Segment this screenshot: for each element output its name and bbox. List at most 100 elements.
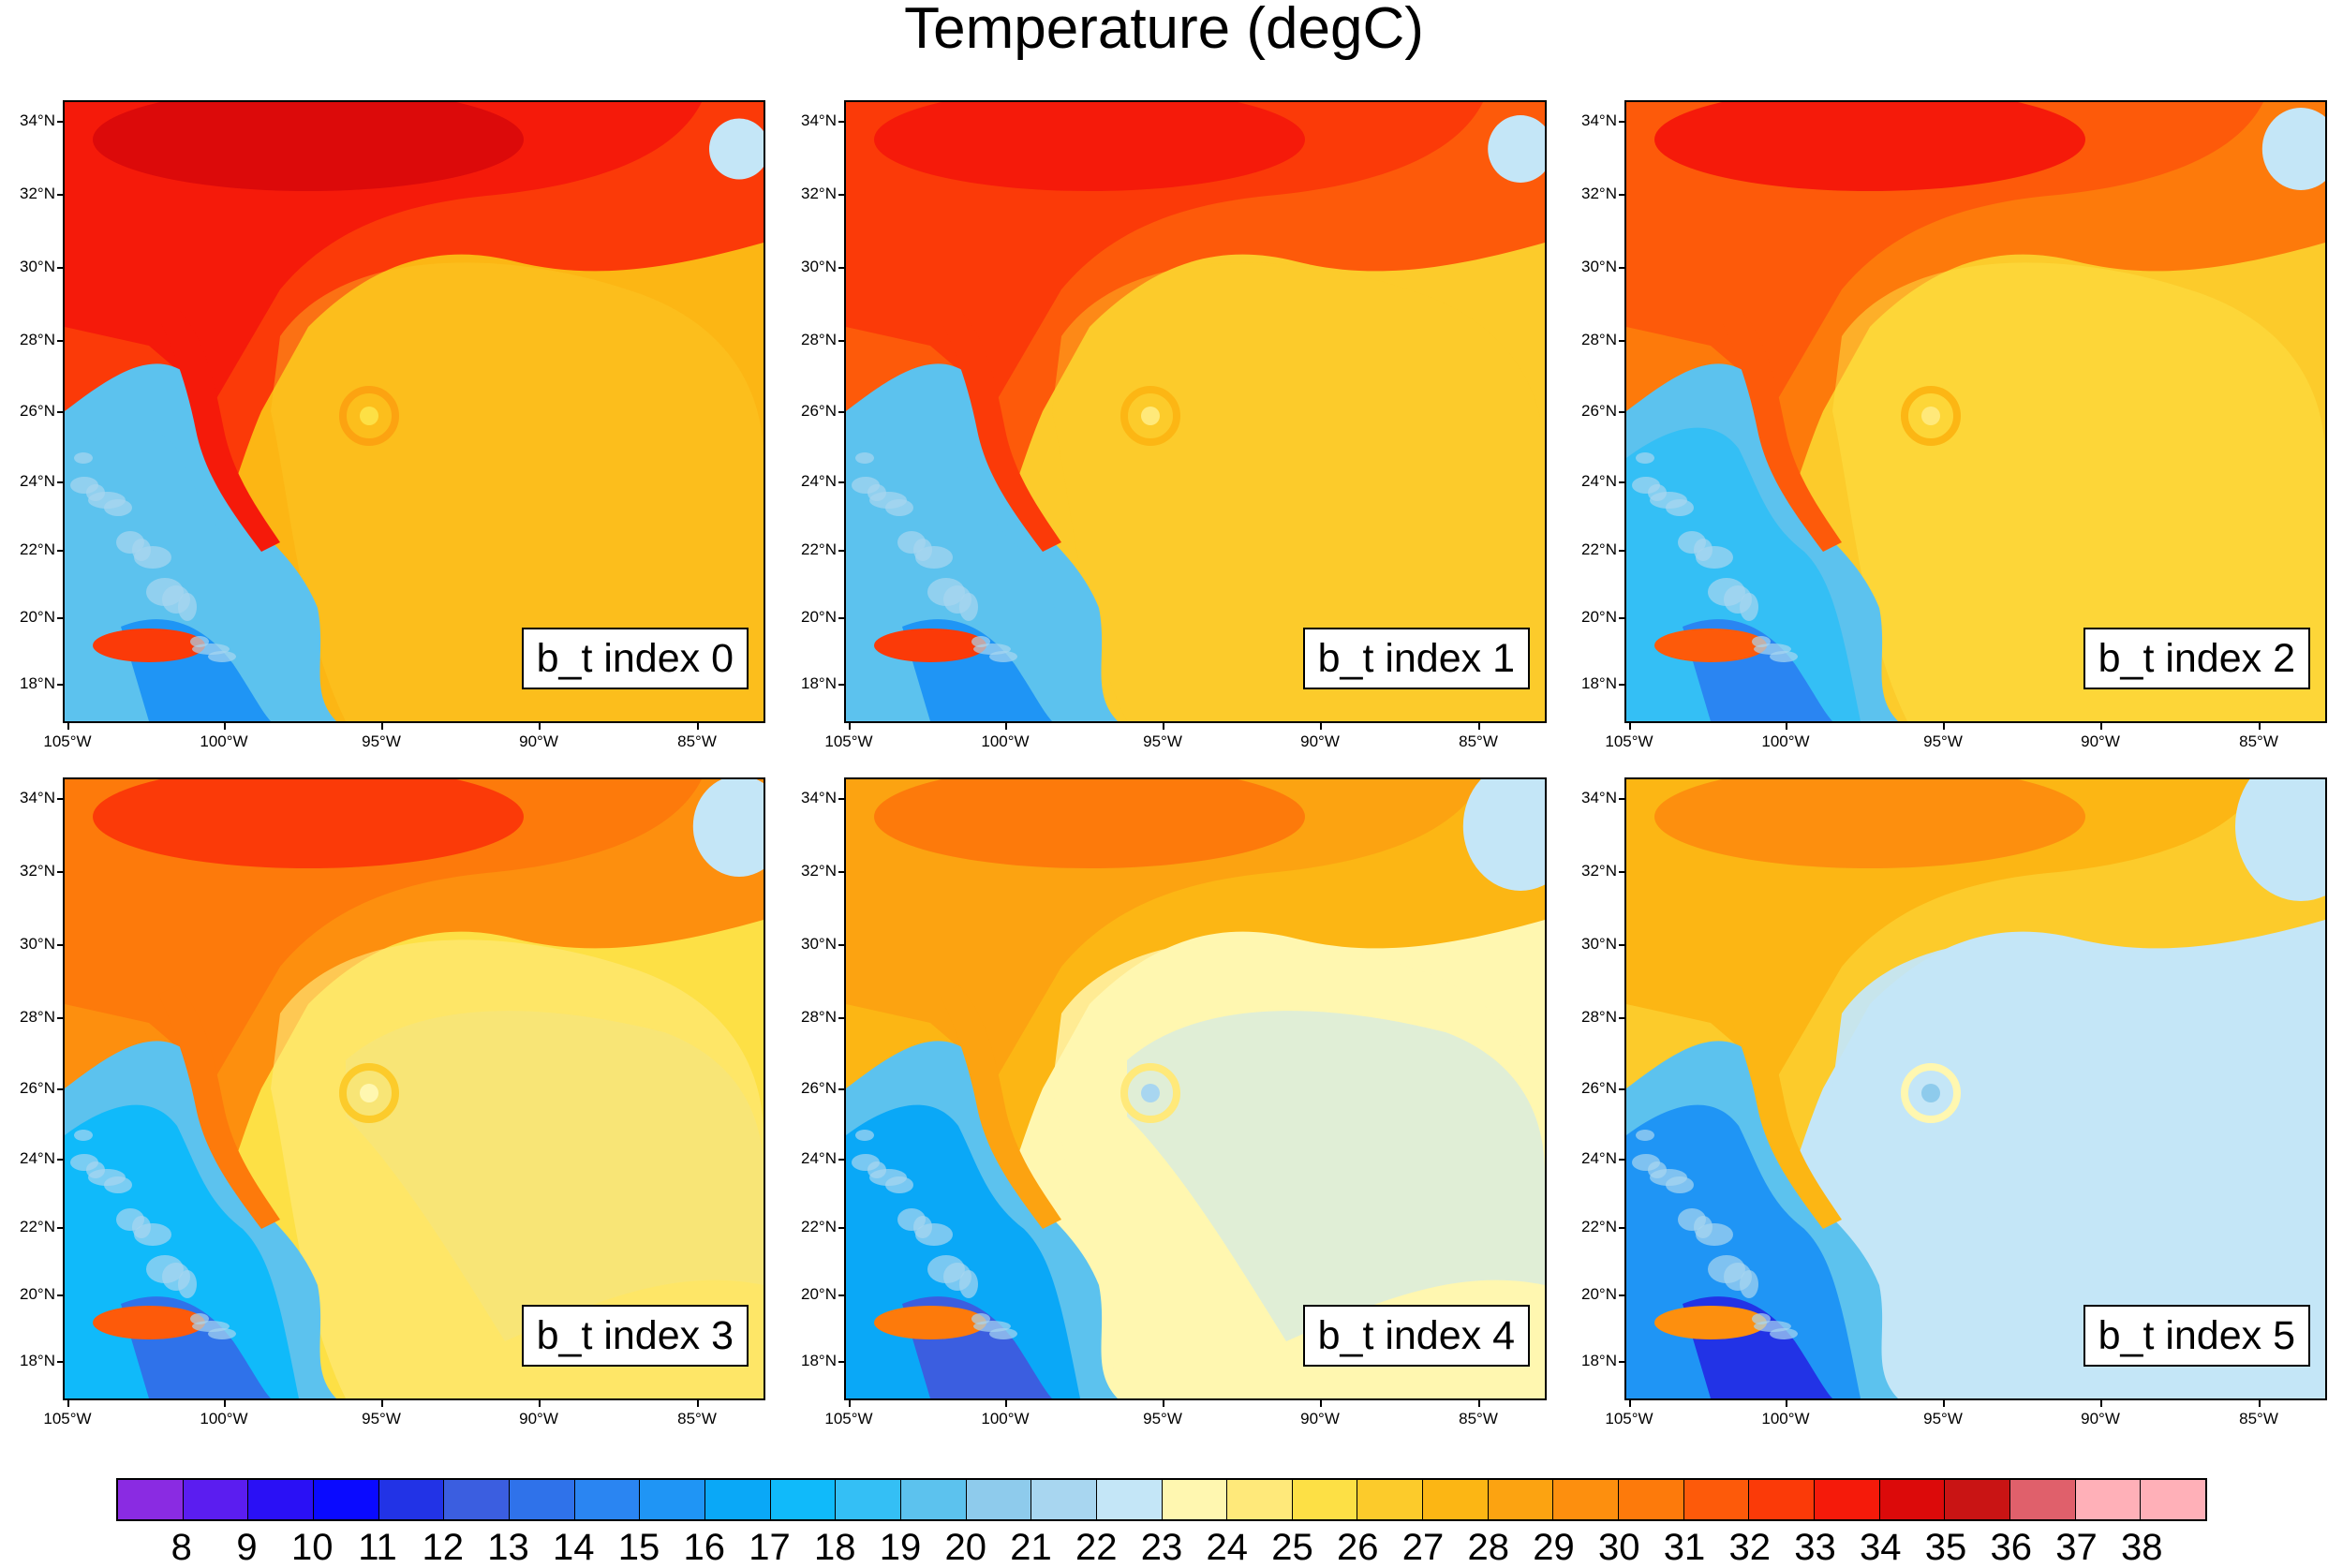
latitude-tick (838, 1088, 844, 1090)
temperature-field (846, 102, 1545, 721)
colorbar-swatch (1423, 1480, 1489, 1519)
latitude-label: 26°N (801, 1079, 837, 1097)
storm-swirl (1120, 1063, 1180, 1123)
latitude-label: 20°N (20, 1285, 55, 1303)
latitude-tick (57, 1361, 63, 1363)
colorbar-label: 17 (749, 1527, 791, 1568)
latitude-tick (1619, 871, 1624, 873)
panel-label: b_t index 4 (1302, 1305, 1530, 1367)
storm-swirl (339, 1063, 399, 1123)
latitude-label: 34°N (20, 789, 55, 806)
longitude-tick (539, 723, 541, 730)
latitude-tick (838, 194, 844, 196)
colorbar-label: 29 (1533, 1527, 1575, 1568)
latitude-label: 24°N (20, 472, 55, 490)
colorbar-label: 8 (171, 1527, 192, 1568)
storm-swirl (339, 386, 399, 446)
latitude-tick (57, 1088, 63, 1090)
latitude-label: 18°N (801, 1352, 837, 1369)
longitude-label: 85°W (677, 732, 717, 750)
colorbar-swatch (1683, 1480, 1750, 1519)
longitude-tick (67, 1400, 69, 1407)
latitude-tick (1619, 1227, 1624, 1229)
latitude-tick (57, 1294, 63, 1296)
longitude-tick (697, 1400, 699, 1407)
colorbar-label: 11 (358, 1527, 397, 1568)
colorbar-label: 25 (1271, 1527, 1313, 1568)
colorbar-swatch (1357, 1480, 1424, 1519)
colorbar-swatch (378, 1480, 445, 1519)
longitude-tick (1943, 723, 1945, 730)
colorbar-label: 32 (1728, 1527, 1772, 1568)
longitude-label: 95°W (1923, 732, 1963, 750)
colorbar-label: 22 (1075, 1527, 1118, 1568)
latitude-label: 32°N (801, 862, 837, 880)
latitude-tick (838, 1227, 844, 1229)
longitude-tick (2259, 723, 2261, 730)
latitude-tick (838, 481, 844, 483)
colorbar-swatch (1619, 1480, 1684, 1519)
longitude-label: 105°W (43, 732, 92, 750)
latitude-tick (57, 340, 63, 342)
latitude-label: 24°N (1581, 472, 1617, 490)
latitude-tick (57, 1017, 63, 1019)
latitude-tick (57, 944, 63, 946)
latitude-label: 22°N (1581, 1218, 1617, 1235)
colorbar-label: 37 (2055, 1527, 2098, 1568)
colorbar-swatch (1031, 1480, 1097, 1519)
latitude-tick (1619, 481, 1624, 483)
latitude-label: 30°N (20, 258, 55, 275)
longitude-tick (2100, 1400, 2102, 1407)
latitude-label: 24°N (1581, 1149, 1617, 1167)
colorbar-swatch (770, 1480, 837, 1519)
temperature-field (1626, 779, 2325, 1398)
longitude-label: 105°W (824, 732, 873, 750)
colorbar-swatch (1162, 1480, 1228, 1519)
longitude-tick (1005, 723, 1007, 730)
latitude-label: 34°N (20, 111, 55, 129)
panel-label: b_t index 2 (2083, 628, 2310, 689)
longitude-tick (1478, 1400, 1480, 1407)
colorbar-swatch (1815, 1480, 1880, 1519)
colorbar-swatch (444, 1480, 510, 1519)
colorbar-swatch (313, 1480, 379, 1519)
longitude-tick (1629, 1400, 1631, 1407)
colorbar-label: 30 (1598, 1527, 1640, 1568)
storm-swirl (1901, 386, 1961, 446)
latitude-label: 20°N (801, 1285, 837, 1303)
latitude-label: 32°N (1581, 185, 1617, 202)
latitude-label: 32°N (20, 862, 55, 880)
colorbar-label: 23 (1140, 1527, 1183, 1568)
longitude-tick (849, 1400, 851, 1407)
colorbar-swatch (509, 1480, 575, 1519)
colorbar-label: 24 (1206, 1527, 1249, 1568)
latitude-label: 28°N (801, 331, 837, 348)
longitude-label: 100°W (200, 732, 248, 750)
longitude-tick (1005, 1400, 1007, 1407)
longitude-tick (697, 723, 699, 730)
longitude-tick (1163, 1400, 1164, 1407)
colorbar-swatch (2075, 1480, 2142, 1519)
colorbar-label: 19 (879, 1527, 922, 1568)
longitude-tick (539, 1400, 541, 1407)
latitude-label: 28°N (801, 1008, 837, 1026)
longitude-label: 90°W (2081, 1410, 2120, 1427)
colorbar-swatch (1553, 1480, 1620, 1519)
colorbar-swatch (640, 1480, 705, 1519)
latitude-label: 28°N (20, 331, 55, 348)
colorbar-swatch (966, 1480, 1032, 1519)
longitude-label: 105°W (43, 1410, 92, 1427)
colorbar (116, 1478, 2207, 1521)
latitude-label: 18°N (1581, 674, 1617, 692)
latitude-tick (838, 1159, 844, 1161)
latitude-label: 32°N (20, 185, 55, 202)
longitude-label: 95°W (1923, 1410, 1963, 1427)
longitude-tick (1786, 723, 1787, 730)
longitude-label: 95°W (1143, 732, 1182, 750)
longitude-label: 100°W (1761, 1410, 1810, 1427)
panel-label: b_t index 3 (521, 1305, 749, 1367)
colorbar-label: 21 (1010, 1527, 1052, 1568)
latitude-label: 34°N (801, 111, 837, 129)
latitude-tick (838, 1017, 844, 1019)
colorbar-label: 20 (944, 1527, 987, 1568)
